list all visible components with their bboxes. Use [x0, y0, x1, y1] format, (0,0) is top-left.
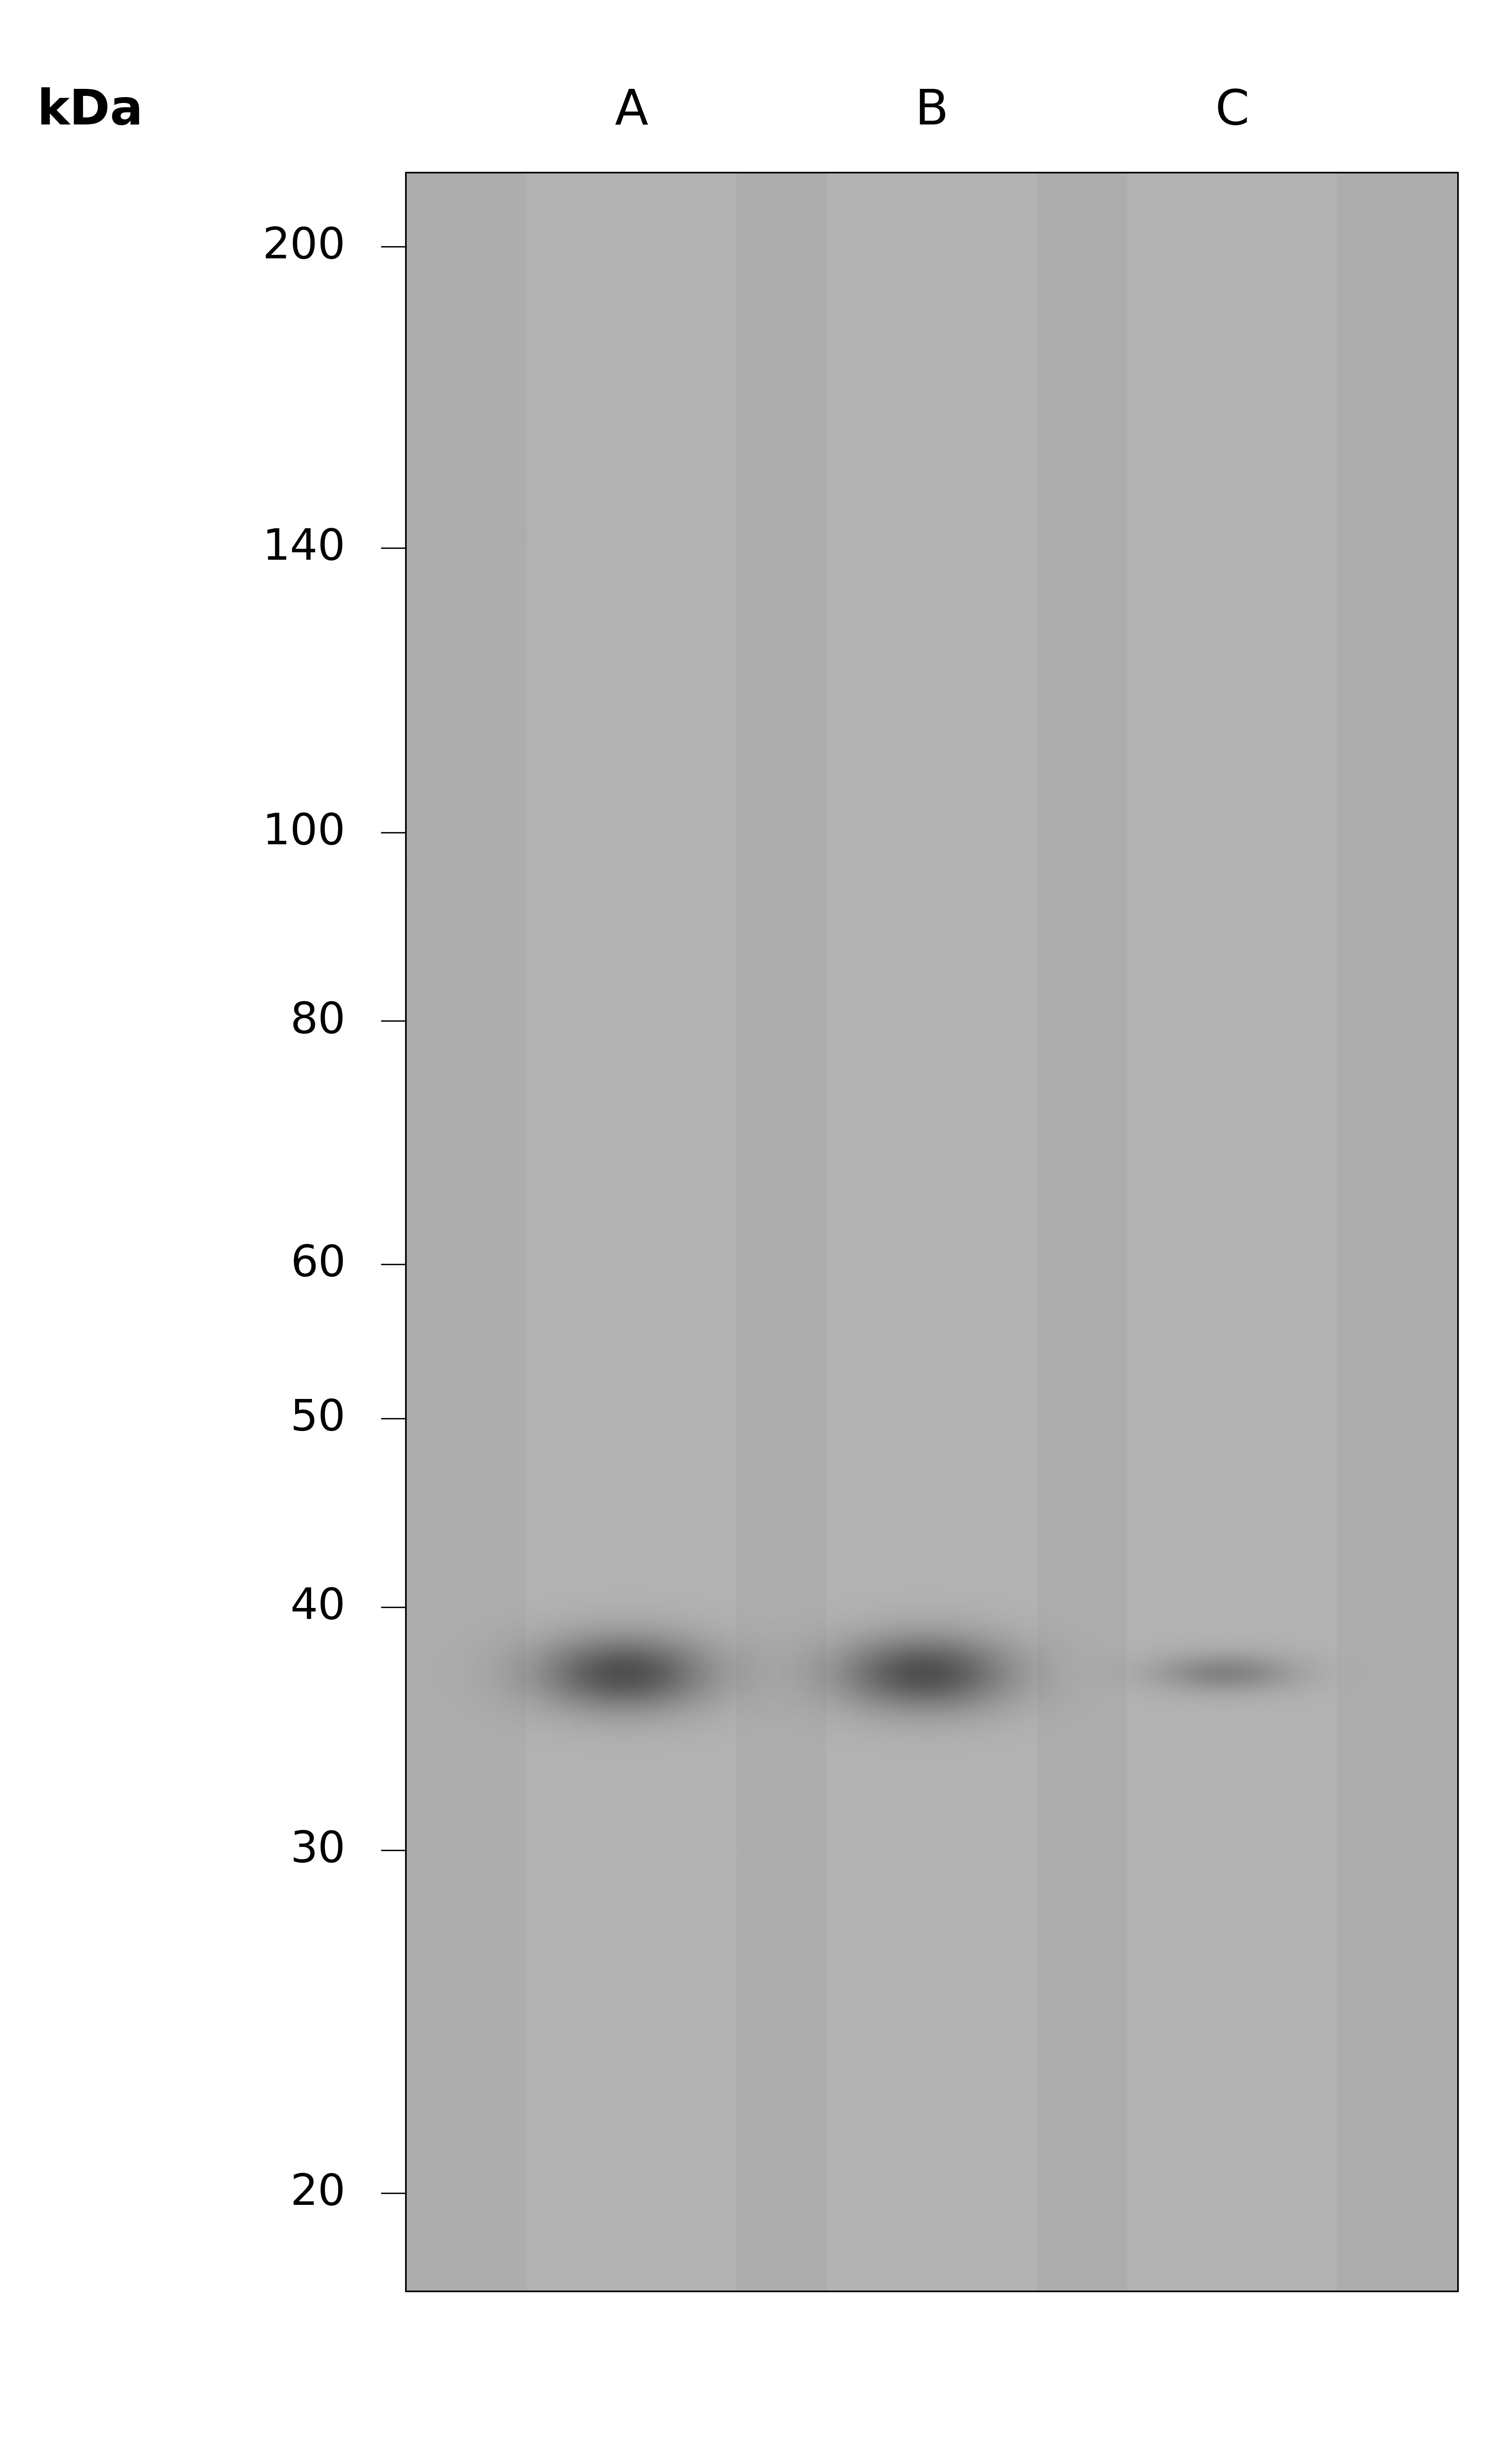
Text: 40: 40 [290, 1587, 346, 1629]
Text: kDa: kDa [38, 86, 143, 136]
Text: A: A [615, 86, 648, 136]
Text: 30: 30 [290, 1828, 346, 1870]
Text: 80: 80 [290, 1000, 346, 1042]
Bar [406, 172, 1458, 2292]
Text: 50: 50 [290, 1397, 346, 1439]
Text: 200: 200 [263, 227, 346, 266]
Text: 100: 100 [263, 811, 346, 853]
Text: 60: 60 [290, 1244, 346, 1286]
Text: C: C [1216, 86, 1249, 136]
Text: 140: 140 [263, 527, 346, 569]
Text: B: B [915, 86, 948, 136]
Text: 20: 20 [290, 2173, 346, 2213]
